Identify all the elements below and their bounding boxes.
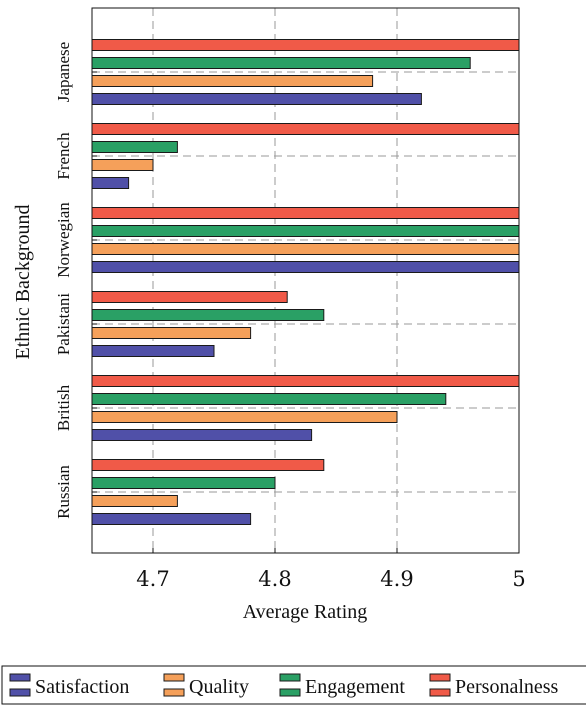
bar-personalness-norwegian: [91, 207, 520, 219]
x-tick-label: 5: [512, 567, 525, 591]
bar-engagement-japanese: [91, 57, 471, 69]
legend-swatch: [279, 673, 301, 682]
bar-engagement-british: [91, 393, 447, 405]
x-tick-label: 4.7: [136, 567, 169, 591]
bar-satisfaction-russian: [91, 513, 252, 525]
legend-label: Satisfaction: [35, 676, 129, 698]
bar-engagement-norwegian: [91, 225, 520, 237]
category-label: Russian: [54, 465, 73, 519]
category-labels: Japanese French Norwegian Pakistani British R…: [54, 42, 73, 519]
legend-frame: [1, 665, 586, 705]
x-tick-label: 4.9: [380, 567, 413, 591]
bar-personalness-french: [91, 123, 520, 135]
category-label: Norwegian: [54, 202, 73, 278]
bar-satisfaction-japanese: [91, 93, 422, 105]
bar-personalness-british: [91, 375, 520, 387]
legend-swatch: [279, 688, 301, 697]
x-tick-labels: 4.7 4.8 4.9 5: [136, 567, 525, 591]
plot-frame: [91, 7, 520, 554]
legend-label: Personalness: [455, 676, 559, 698]
legend-label: Quality: [189, 676, 249, 698]
bar-quality-norwegian: [91, 243, 520, 255]
bars-layer: [91, 39, 520, 525]
bar-personalness-japanese: [91, 39, 520, 51]
bar-quality-french: [91, 159, 154, 171]
legend-swatch: [163, 688, 185, 697]
bar-quality-british: [91, 411, 398, 423]
category-label: British: [54, 384, 73, 431]
bar-personalness-russian: [91, 459, 325, 471]
legend-swatch: [9, 688, 31, 697]
bar-quality-russian: [91, 495, 178, 507]
grid-layer: [92, 8, 520, 553]
legend-swatch: [9, 673, 31, 682]
bar-personalness-pakistani: [91, 291, 288, 303]
category-label: Japanese: [54, 42, 73, 102]
legend-label: Engagement: [305, 676, 405, 698]
legend-swatch: [163, 673, 185, 682]
bar-satisfaction-pakistani: [91, 345, 215, 357]
category-label: Pakistani: [54, 293, 73, 356]
legend-swatch: [429, 688, 451, 697]
bar-satisfaction-british: [91, 429, 313, 441]
x-tick-label: 4.8: [258, 567, 291, 591]
bar-engagement-russian: [91, 477, 276, 489]
bar-quality-pakistani: [91, 327, 252, 339]
bar-engagement-pakistani: [91, 309, 325, 321]
legend-swatch: [429, 673, 451, 682]
bar-quality-japanese: [91, 75, 374, 87]
bar-engagement-french: [91, 141, 178, 153]
bar-satisfaction-french: [91, 177, 130, 189]
x-axis-title: Average Rating: [243, 601, 368, 623]
bar-satisfaction-norwegian: [91, 261, 520, 273]
category-label: French: [54, 132, 73, 180]
legend: Satisfaction Quality Engagement Personalnes…: [1, 665, 586, 705]
y-axis-title: Ethnic Background: [12, 205, 34, 360]
